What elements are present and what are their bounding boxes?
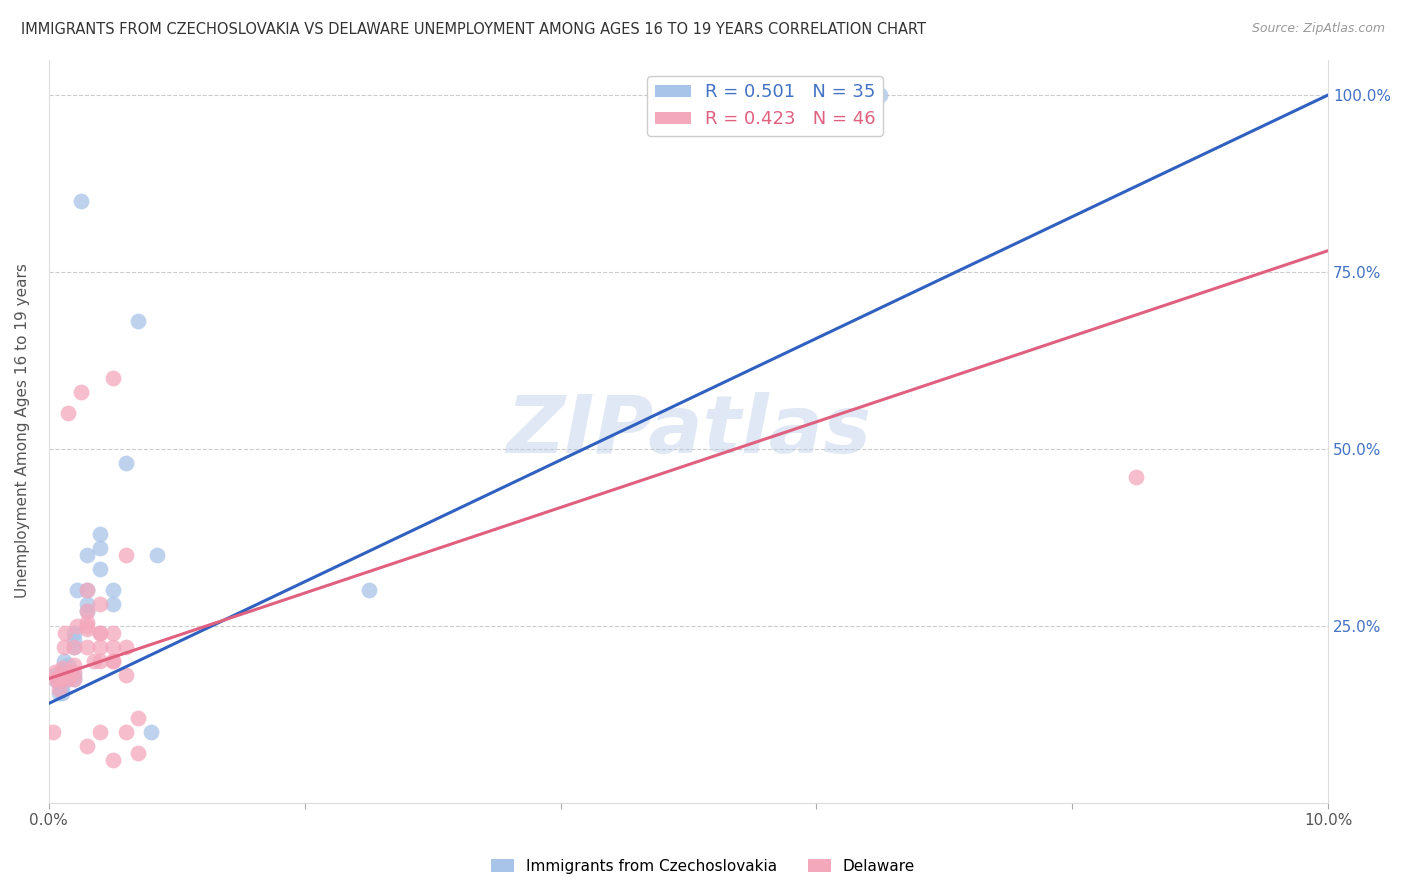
Point xyxy=(127,711,149,725)
Point xyxy=(101,625,124,640)
Point xyxy=(48,686,70,700)
Point xyxy=(89,526,111,541)
Point xyxy=(83,654,105,668)
Point xyxy=(76,583,98,598)
Point xyxy=(139,724,162,739)
Point xyxy=(44,672,66,686)
Point xyxy=(63,632,86,647)
Point xyxy=(76,739,98,753)
Point xyxy=(44,672,66,686)
Point xyxy=(63,640,86,654)
Point xyxy=(69,194,91,208)
Point xyxy=(127,314,149,328)
Point xyxy=(56,672,79,686)
Point xyxy=(76,618,98,632)
Point xyxy=(46,672,69,686)
Point xyxy=(146,548,169,562)
Point xyxy=(76,583,98,598)
Point xyxy=(44,665,66,679)
Point xyxy=(63,665,86,679)
Point xyxy=(357,583,380,598)
Point xyxy=(56,657,79,672)
Point xyxy=(56,672,79,686)
Point xyxy=(63,672,86,686)
Point xyxy=(76,605,98,619)
Point xyxy=(114,668,136,682)
Point xyxy=(101,371,124,385)
Legend: Immigrants from Czechoslovakia, Delaware: Immigrants from Czechoslovakia, Delaware xyxy=(485,853,921,880)
Point xyxy=(51,668,73,682)
Point xyxy=(66,618,89,632)
Point xyxy=(89,724,111,739)
Text: Source: ZipAtlas.com: Source: ZipAtlas.com xyxy=(1251,22,1385,36)
Point xyxy=(63,625,86,640)
Point xyxy=(51,665,73,679)
Legend: R = 0.501   N = 35, R = 0.423   N = 46: R = 0.501 N = 35, R = 0.423 N = 46 xyxy=(647,76,883,136)
Point xyxy=(44,668,66,682)
Point xyxy=(1125,470,1147,484)
Point xyxy=(89,541,111,555)
Point xyxy=(46,675,69,690)
Point xyxy=(51,682,73,697)
Point xyxy=(89,640,111,654)
Point xyxy=(56,665,79,679)
Point xyxy=(89,562,111,576)
Point xyxy=(51,661,73,675)
Point xyxy=(101,654,124,668)
Text: ZIPatlas: ZIPatlas xyxy=(506,392,870,470)
Point xyxy=(41,724,63,739)
Point xyxy=(76,615,98,629)
Point xyxy=(51,672,73,686)
Point xyxy=(101,753,124,767)
Point xyxy=(76,622,98,636)
Point xyxy=(101,640,124,654)
Point xyxy=(55,625,77,640)
Point xyxy=(66,583,89,598)
Point xyxy=(869,87,891,102)
Point xyxy=(53,661,76,675)
Point xyxy=(89,625,111,640)
Point xyxy=(101,598,124,612)
Point xyxy=(51,686,73,700)
Point xyxy=(101,654,124,668)
Point xyxy=(76,598,98,612)
Point xyxy=(51,672,73,686)
Point xyxy=(53,654,76,668)
Point xyxy=(114,456,136,470)
Point xyxy=(89,598,111,612)
Point xyxy=(76,605,98,619)
Point xyxy=(89,654,111,668)
Point xyxy=(76,640,98,654)
Point xyxy=(63,657,86,672)
Point xyxy=(89,625,111,640)
Point xyxy=(48,682,70,697)
Point xyxy=(101,583,124,598)
Point xyxy=(63,672,86,686)
Y-axis label: Unemployment Among Ages 16 to 19 years: Unemployment Among Ages 16 to 19 years xyxy=(15,264,30,599)
Point xyxy=(69,385,91,400)
Text: IMMIGRANTS FROM CZECHOSLOVAKIA VS DELAWARE UNEMPLOYMENT AMONG AGES 16 TO 19 YEAR: IMMIGRANTS FROM CZECHOSLOVAKIA VS DELAWA… xyxy=(21,22,927,37)
Point xyxy=(63,668,86,682)
Point xyxy=(63,640,86,654)
Point xyxy=(114,724,136,739)
Point xyxy=(127,746,149,760)
Point xyxy=(114,640,136,654)
Point xyxy=(56,406,79,420)
Point xyxy=(76,548,98,562)
Point xyxy=(56,665,79,679)
Point xyxy=(114,548,136,562)
Point xyxy=(53,640,76,654)
